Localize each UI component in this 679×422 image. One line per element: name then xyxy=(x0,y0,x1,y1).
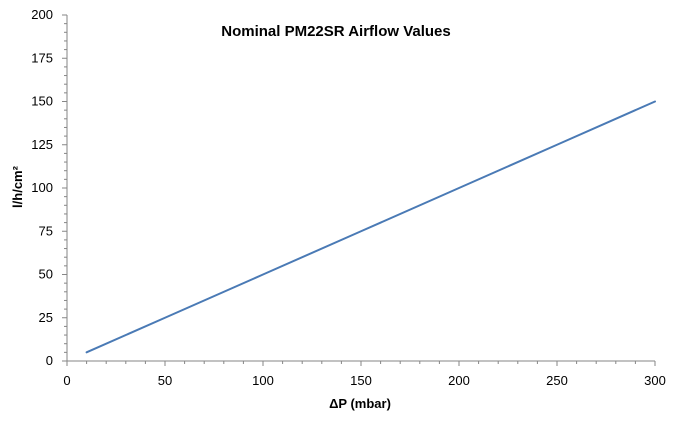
y-tick-label: 200 xyxy=(31,7,53,22)
x-tick-label: 100 xyxy=(252,373,274,388)
x-tick-label: 0 xyxy=(63,373,70,388)
y-tick-label: 100 xyxy=(31,180,53,195)
series-line-0 xyxy=(85,100,656,354)
tick-labels: 0 25 50 75 100 125 150 175 200 0 50 100 150 200 250 300 xyxy=(31,7,666,388)
y-tick-label: 25 xyxy=(39,310,53,325)
y-tick-label: 150 xyxy=(31,94,53,109)
x-tick-label: 50 xyxy=(158,373,172,388)
y-tick-label: 75 xyxy=(39,223,53,238)
y-tick-label: 50 xyxy=(39,267,53,282)
series-group xyxy=(85,100,656,354)
x-tick-label: 250 xyxy=(546,373,568,388)
y-axis-title: l/h/cm² xyxy=(10,165,25,208)
chart-title: Nominal PM22SR Airflow Values xyxy=(221,23,451,40)
x-tick-label: 150 xyxy=(350,373,372,388)
x-axis-title: ΔP (mbar) xyxy=(329,396,391,411)
axes xyxy=(66,15,655,362)
ticks xyxy=(62,14,656,366)
y-tick-label: 175 xyxy=(31,50,53,65)
y-tick-label: 0 xyxy=(46,353,53,368)
x-tick-label: 300 xyxy=(644,373,666,388)
x-tick-label: 200 xyxy=(448,373,470,388)
y-tick-label: 125 xyxy=(31,137,53,152)
